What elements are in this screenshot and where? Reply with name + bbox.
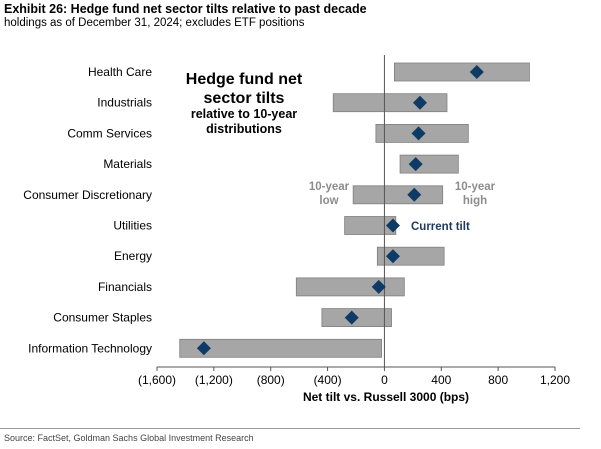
current-tilt-marker-information-technology xyxy=(196,341,211,356)
range-bar-industrials xyxy=(332,93,448,113)
category-label-comm-services: Comm Services xyxy=(67,126,152,140)
category-label-energy: Energy xyxy=(114,249,152,263)
x-tick-label: (1,600) xyxy=(138,373,176,387)
category-label-materials: Materials xyxy=(103,157,152,171)
low-label-line-1: 10-year xyxy=(309,181,350,193)
current-tilt-marker-consumer-staples xyxy=(344,310,359,325)
category-label-health-care: Health Care xyxy=(88,65,152,79)
x-tick-layer: (1,600) (1,200) (800) (400) 0 400 800 1,200 xyxy=(138,367,570,387)
x-axis-label: Net tilt vs. Russell 3000 (bps) xyxy=(303,390,469,404)
x-tick-label: (800) xyxy=(257,373,285,387)
range-bar-consumer-discretionary xyxy=(352,185,444,205)
current-tilt-marker-consumer-discretionary xyxy=(407,187,422,202)
chart-title-line-1: Hedge fund net xyxy=(186,71,303,88)
range-bar-information-technology xyxy=(179,338,382,358)
exhibit-subtitle: holdings as of December 31, 2024; exclud… xyxy=(4,17,305,29)
x-tick-label: 400 xyxy=(431,373,451,387)
x-tick-label: (400) xyxy=(314,373,342,387)
exhibit-title: Exhibit 26: Hedge fund net sector tilts … xyxy=(4,2,367,16)
range-bar-financials xyxy=(295,277,405,297)
range-bar-health-care xyxy=(393,62,530,82)
current-tilt-marker-materials xyxy=(408,157,423,172)
chart-title-annotation: Hedge fund net sector tilts relative to … xyxy=(186,71,303,136)
chart-title-line-2: sector tilts xyxy=(204,90,285,107)
category-label-industrials: Industrials xyxy=(97,96,152,110)
current-tilt-markers-layer xyxy=(196,65,484,356)
category-label-information-technology: Information Technology xyxy=(28,341,152,355)
current-tilt-marker-industrials xyxy=(412,95,427,110)
high-label-line-1: 10-year xyxy=(455,181,496,193)
high-label-line-2: high xyxy=(463,195,487,207)
category-labels-layer: Health Care Industrials Comm Services Mater… xyxy=(23,65,152,355)
category-label-consumer-discretionary: Consumer Discretionary xyxy=(23,188,152,202)
x-tick-label: 1,200 xyxy=(540,373,570,387)
x-tick-label: 800 xyxy=(488,373,508,387)
category-label-financials: Financials xyxy=(98,280,152,294)
x-tick-label: (1,200) xyxy=(195,373,233,387)
footer-divider xyxy=(0,428,580,429)
chart-subtitle-line-2: distributions xyxy=(206,122,282,136)
low-label-line-2: low xyxy=(319,195,338,207)
x-tick-label: 0 xyxy=(381,373,388,387)
high-label-annotation: 10-year high xyxy=(455,181,496,207)
current-tilt-marker-comm-services xyxy=(411,126,426,141)
current-tilt-marker-financials xyxy=(371,279,386,294)
category-label-consumer-staples: Consumer Staples xyxy=(53,311,152,325)
current-tilt-marker-energy xyxy=(385,249,400,264)
low-label-annotation: 10-year low xyxy=(309,181,350,207)
current-tilt-marker-health-care xyxy=(469,65,484,79)
current-tilt-label: Current tilt xyxy=(411,221,470,233)
source-note: Source: FactSet, Goldman Sachs Global In… xyxy=(4,433,254,443)
current-tilt-marker-utilities xyxy=(385,218,400,233)
chart-subtitle-line-1: relative to 10-year xyxy=(191,107,297,121)
category-label-utilities: Utilities xyxy=(113,219,152,233)
